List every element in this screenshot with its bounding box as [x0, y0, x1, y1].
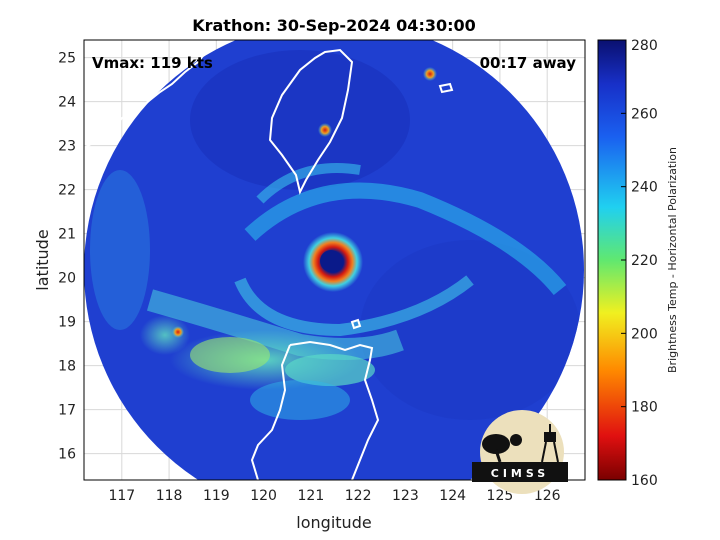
eye — [320, 250, 342, 272]
colorbar-tick-label: 240 — [631, 180, 658, 196]
colorbar-tick-label: 220 — [631, 253, 658, 269]
colorbar-tick-label: 280 — [631, 38, 658, 54]
x-tick-label: 124 — [439, 488, 466, 504]
y-tick-label: 23 — [58, 139, 76, 155]
x-tick-label: 117 — [108, 488, 135, 504]
y-tick-label: 18 — [58, 359, 76, 375]
y-tick-label: 21 — [58, 227, 76, 243]
x-tick-label: 118 — [156, 488, 183, 504]
y-tick-label: 16 — [58, 447, 76, 463]
x-tick-label: 121 — [298, 488, 325, 504]
x-axis-label: longitude — [296, 513, 371, 532]
convection-spot — [318, 123, 332, 137]
chart-title: Krathon: 30-Sep-2024 04:30:00 — [192, 16, 476, 35]
y-tick-label: 25 — [58, 51, 76, 67]
microwave-swath — [84, 40, 584, 480]
y-tick-labels: 25 24 23 22 21 20 19 18 17 16 — [58, 51, 76, 463]
vmax-label: Vmax: 119 kts — [92, 54, 213, 72]
svg-text:CIMSS: CIMSS — [491, 467, 549, 480]
x-tick-label: 123 — [392, 488, 419, 504]
cimss-logo: CIMSS — [472, 410, 568, 494]
colorbar: 280 260 240 220 200 180 160 Brightness Temp - … — [597, 38, 679, 489]
colorbar-tick-label: 180 — [631, 400, 658, 416]
taiwan-coastline — [268, 48, 354, 195]
colorbar-tick-label: 260 — [631, 106, 658, 122]
luzon-coastline — [250, 340, 380, 480]
y-tick-label: 22 — [58, 183, 76, 199]
y-tick-label: 17 — [58, 403, 76, 419]
x-tick-label: 126 — [534, 488, 561, 504]
convection-spot — [423, 67, 437, 81]
x-tick-label: 120 — [250, 488, 277, 504]
convection-spot — [172, 326, 184, 338]
y-axis-label: latitude — [33, 229, 52, 290]
batanes-island — [350, 318, 362, 330]
y-tick-label: 24 — [58, 95, 76, 111]
colorbar-tick-label: 160 — [631, 473, 658, 489]
x-tick-label: 125 — [487, 488, 514, 504]
y-tick-label: 19 — [58, 315, 76, 331]
colorbar-tick-label: 200 — [631, 326, 658, 342]
x-tick-labels: 117 118 119 120 121 122 123 124 125 126 — [108, 488, 560, 504]
time-away-label: 00:17 away — [480, 54, 577, 72]
colorbar-ticks: 280 260 240 220 200 180 160 — [621, 38, 658, 489]
y-tick-label: 20 — [58, 271, 76, 287]
china-coastline — [84, 51, 207, 149]
x-tick-label: 122 — [345, 488, 372, 504]
x-tick-label: 119 — [203, 488, 230, 504]
coastlines — [84, 48, 454, 480]
lanyu-island — [438, 82, 454, 94]
colorbar-label: Brightness Temp - Horizontal Polarizatio… — [666, 147, 679, 373]
